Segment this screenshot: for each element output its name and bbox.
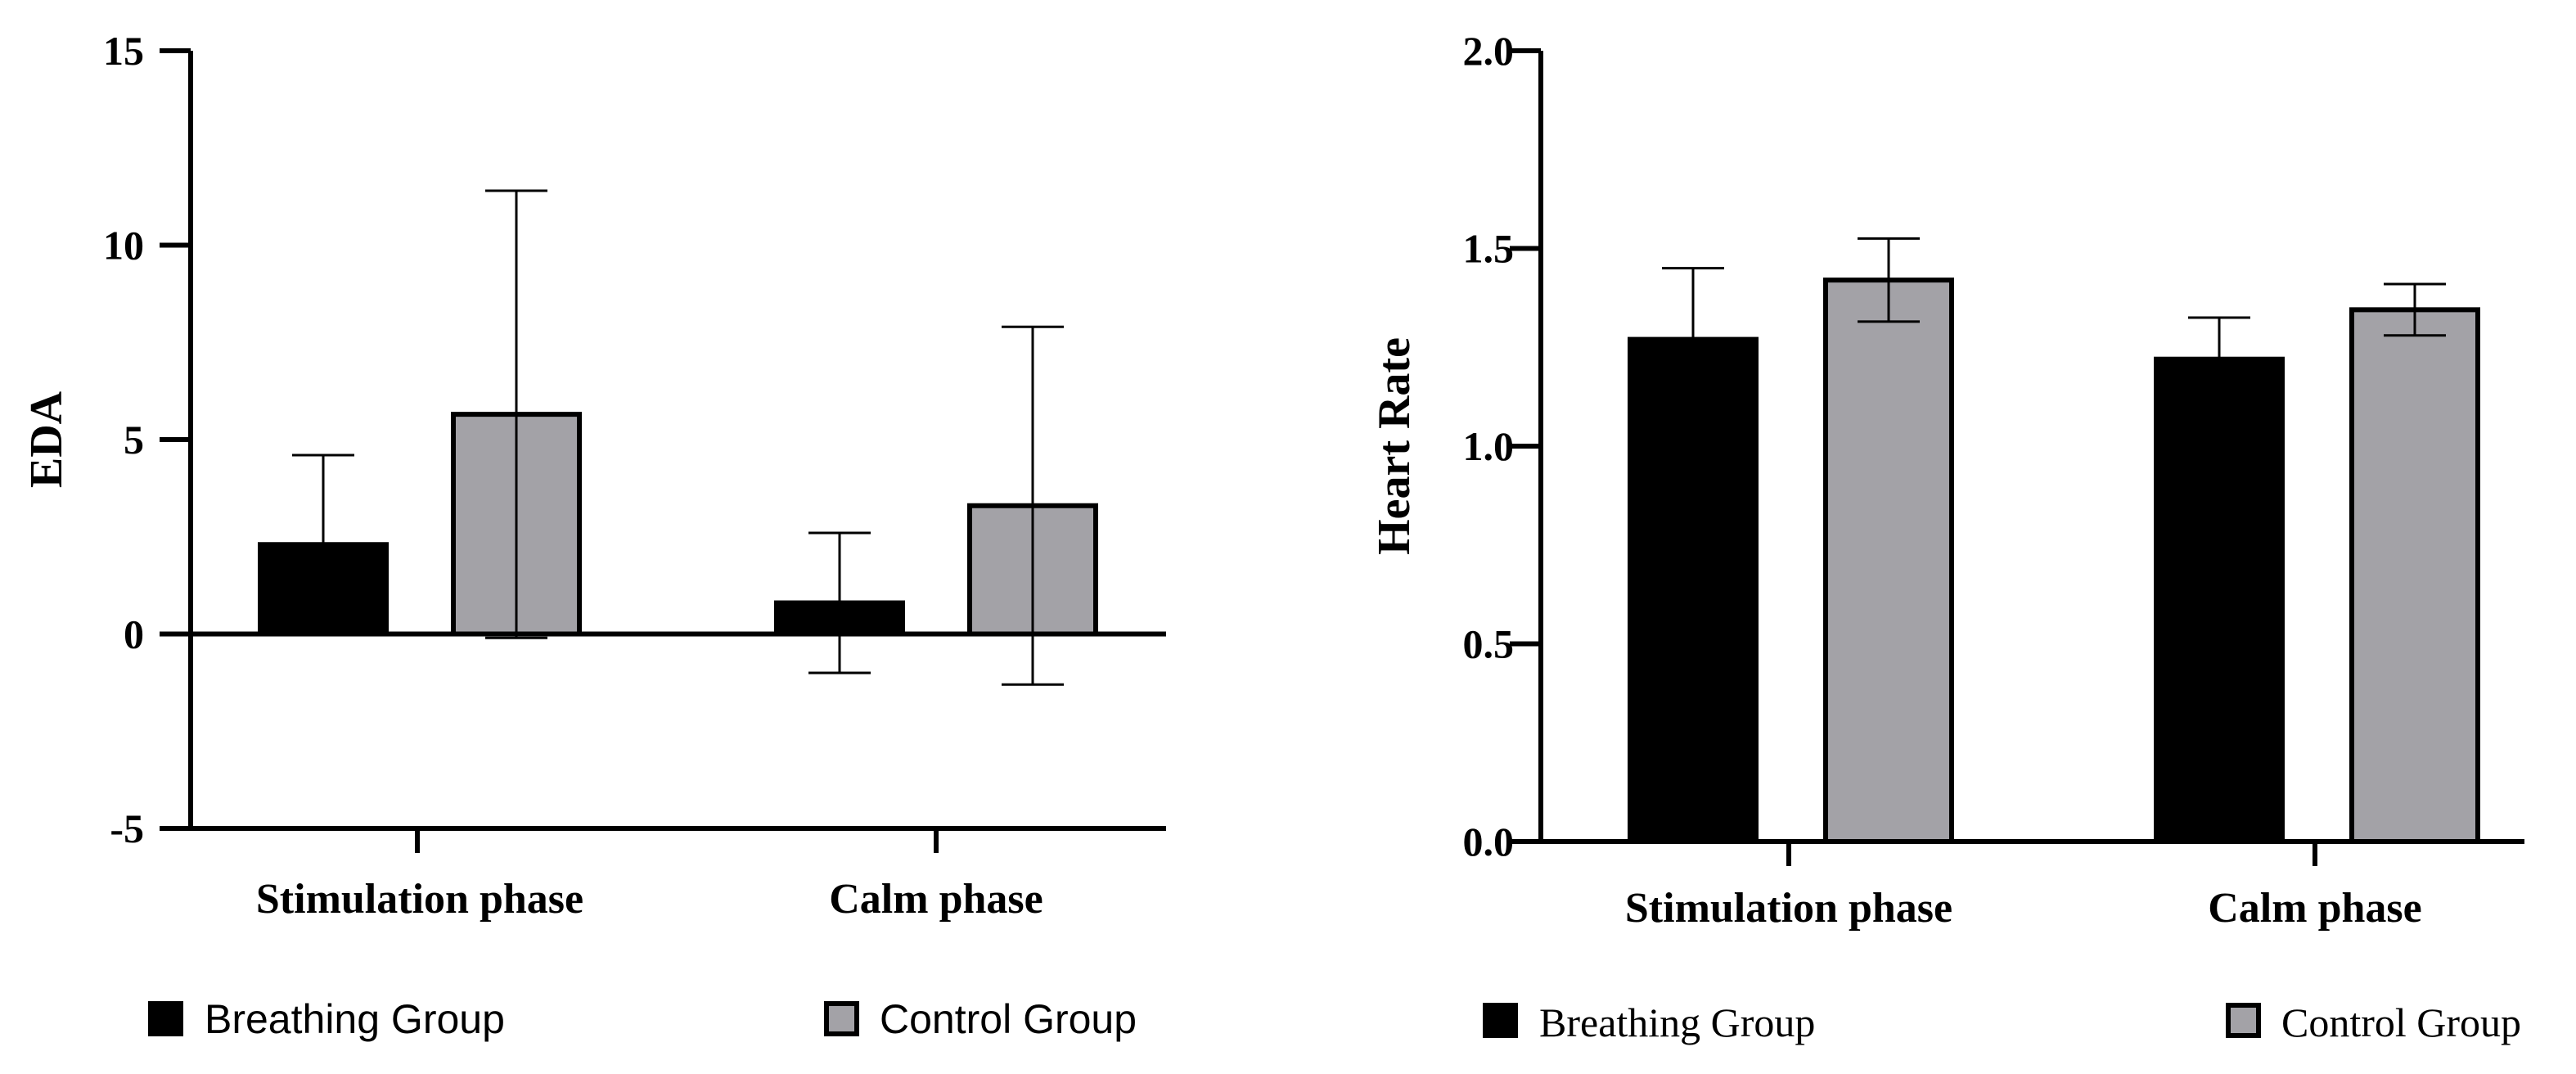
bar-breathing-1 (2154, 356, 2285, 844)
legend-control-group-swatch (824, 1001, 859, 1036)
legend-breathing-group-label: Breathing Group (1539, 1000, 1815, 1045)
bar-control-0 (1823, 278, 1954, 844)
heart-rate-chart: 0.0 0.5 1.0 1.5 2.0 Stimulation phase Calm pha… (1369, 28, 2524, 1045)
y-axis-title: EDA (21, 390, 72, 488)
x-category-label: Calm phase (829, 876, 1043, 923)
x-category-label: Calm phase (2208, 885, 2421, 932)
legend-control-group-swatch (2226, 1003, 2261, 1038)
y-tick-label: 1.5 (1463, 226, 1515, 272)
y-tick-label: 1.0 (1463, 423, 1515, 469)
legend-breathing-group-swatch (1483, 1003, 1518, 1038)
y-tick-label: 0.5 (1463, 621, 1515, 667)
eda-chart: -5 0 5 10 15 Stimulation phase Calm phase EDA Br… (21, 28, 1166, 1042)
y-tick-label: -5 (110, 806, 144, 851)
y-tick-label: 0 (124, 611, 144, 657)
bar-control-1 (2349, 307, 2480, 844)
legend-control-group-label: Control Group (2281, 1000, 2521, 1045)
y-tick-label: 10 (103, 223, 144, 268)
y-tick-label: 0.0 (1463, 819, 1515, 864)
legend-control-group-label: Control Group (880, 996, 1137, 1042)
x-category-label: Stimulation phase (256, 876, 583, 923)
legend-breathing-group-swatch (148, 1001, 183, 1036)
y-tick-label: 15 (103, 28, 144, 74)
y-tick-label: 5 (124, 417, 144, 463)
legend-breathing-group-label: Breathing Group (205, 996, 505, 1042)
y-axis-title: Heart Rate (1369, 337, 1420, 555)
y-tick-label: 2.0 (1463, 28, 1515, 74)
x-category-label: Stimulation phase (1625, 885, 1952, 932)
bar-breathing-0 (1628, 336, 1759, 844)
